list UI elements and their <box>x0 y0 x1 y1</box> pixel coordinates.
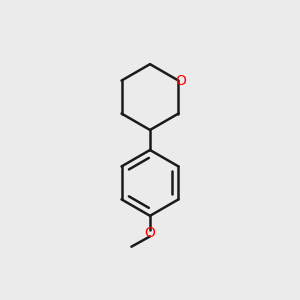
Text: O: O <box>175 74 186 88</box>
Text: O: O <box>145 226 155 240</box>
